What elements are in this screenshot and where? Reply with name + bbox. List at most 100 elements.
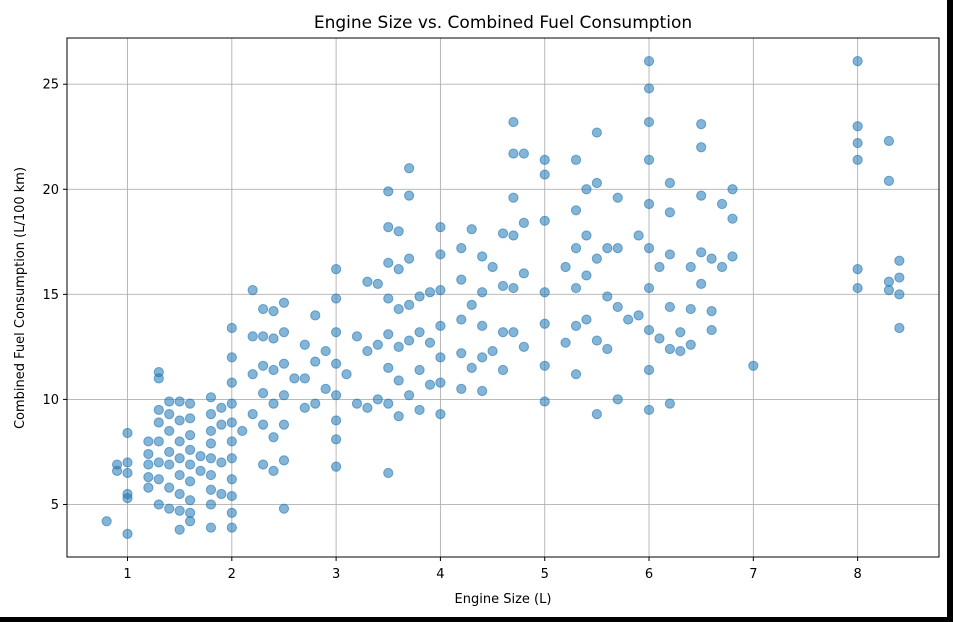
data-point [226,417,237,428]
data-point [247,369,258,380]
data-point [727,184,738,195]
data-point [404,190,415,201]
data-point [435,222,446,233]
data-point [508,282,519,294]
x-tick-label: 2 [228,567,236,582]
data-point [174,436,185,447]
data-point [184,459,196,470]
data-point [164,503,175,514]
data-point [153,373,164,384]
data-point [560,337,571,348]
data-point [664,343,675,355]
data-point [226,352,237,363]
data-point [539,360,550,371]
data-point [164,482,175,493]
data-point [654,333,665,344]
data-point [696,142,707,153]
data-point [226,474,237,485]
data-point [727,213,738,224]
data-point [612,394,623,405]
data-point [664,249,675,260]
data-point [184,413,196,424]
y-tick-label: 15 [42,288,59,303]
data-point [894,255,905,266]
data-point [278,390,290,401]
data-point [393,375,404,386]
data-point [372,339,383,350]
data-point [883,285,895,296]
data-point [174,453,185,464]
data-point [591,335,602,346]
data-point [205,453,217,464]
data-point [685,303,696,315]
data-point [383,293,394,304]
data-point [383,362,394,373]
data-point [894,289,905,300]
data-point [560,261,571,273]
data-point [570,243,582,254]
x-tick-label: 7 [749,567,757,582]
data-point [706,306,717,317]
data-point [508,230,519,241]
data-point [508,116,519,128]
data-point [435,352,446,363]
data-point [633,310,644,321]
data-point [111,465,123,476]
data-point [362,402,373,413]
data-point [435,377,446,388]
y-tick-label: 10 [42,393,59,408]
y-axis-ticks: 5 10 15 20 25 [42,78,67,513]
data-point [612,243,623,254]
data-point [257,303,269,315]
data-point [424,337,436,348]
data-point [257,360,269,371]
data-point [153,436,164,447]
data-point [706,253,717,264]
data-point [643,364,655,376]
data-point [466,362,477,373]
data-point [362,345,373,357]
data-point [174,396,185,407]
data-point [310,310,321,321]
data-point [539,287,550,298]
data-point [372,394,383,405]
data-point [696,119,707,130]
data-point [612,301,623,313]
data-point [643,83,655,94]
data-point [727,251,738,262]
data-point [205,484,217,495]
data-point [257,459,269,470]
data-point [237,425,248,437]
data-point [612,192,623,203]
data-point [404,163,415,174]
data-point [383,329,394,340]
data-point [174,469,185,481]
data-point [153,474,164,485]
data-point [570,369,582,380]
data-point [393,411,404,422]
data-point [414,404,425,416]
x-tick-label: 5 [541,567,549,582]
data-point [685,261,696,273]
data-point [852,56,863,67]
data-points [101,56,905,539]
data-point [268,364,279,376]
data-point [487,345,498,357]
data-point [268,465,279,476]
data-point [643,243,655,254]
data-point [164,409,175,420]
data-point [153,404,164,416]
data-point [122,427,133,439]
data-point [675,345,686,357]
data-point [435,409,446,420]
data-point [404,253,415,264]
data-point [497,228,509,239]
data-point [497,364,509,376]
data-point [216,419,227,430]
data-point [497,327,509,338]
data-point [466,299,477,310]
data-point [591,253,602,264]
data-point [643,404,655,416]
data-point [164,425,175,437]
data-point [226,436,237,447]
